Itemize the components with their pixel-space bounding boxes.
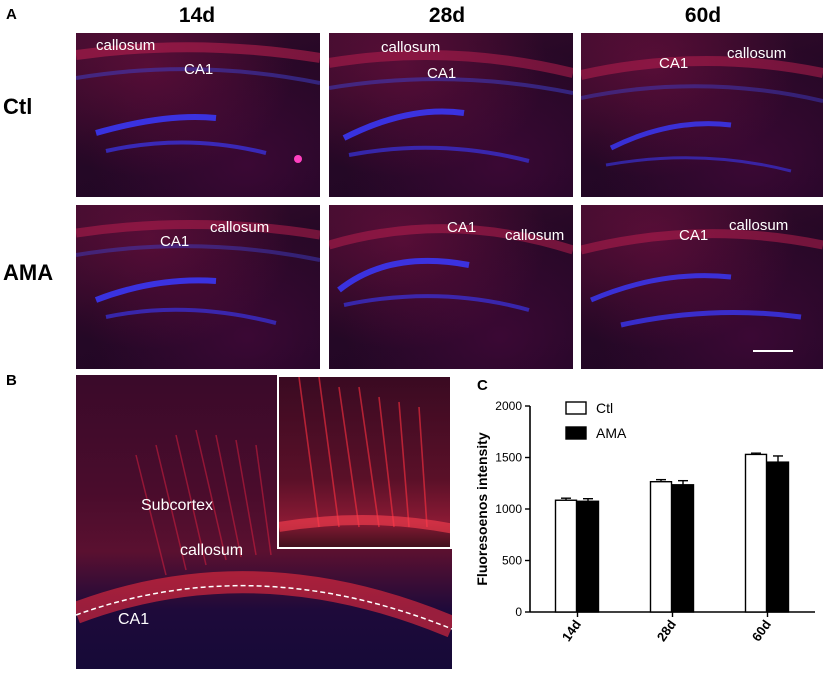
- micrograph-label: callosum: [727, 45, 787, 62]
- panel-letter-b: B: [6, 372, 17, 389]
- column-header-14d: 14d: [178, 4, 216, 27]
- legend-label-ctl: Ctl: [596, 400, 613, 416]
- bar-ctl-28d: [649, 481, 673, 613]
- micrograph-label: CA1: [160, 233, 190, 250]
- y-tick-label: 1500: [495, 451, 522, 465]
- panel-letter-c: C: [477, 377, 488, 394]
- micrograph-ama-14d: CA1 callosum: [76, 205, 320, 369]
- row-header-ctl: Ctl: [3, 94, 33, 119]
- bar-ama-14d: [576, 500, 600, 613]
- label-callosum: callosum: [180, 542, 244, 559]
- scale-bar: [753, 350, 793, 352]
- micrograph-label: CA1: [679, 227, 709, 244]
- micrograph-label: CA1: [427, 65, 457, 82]
- micrograph-label: callosum: [96, 37, 156, 54]
- row-header-ama: AMA: [3, 260, 54, 285]
- inset-magnified: [277, 375, 452, 549]
- bar-chart: 0 500 1000 1500 2000 Fluoresoenos intensity 14…: [474, 399, 815, 644]
- bar-ama-60d: [766, 461, 790, 613]
- micrograph-label: CA1: [184, 61, 214, 78]
- micrograph-label: CA1: [659, 55, 689, 72]
- legend-label-ama: AMA: [596, 425, 627, 441]
- legend-swatch-ama: [565, 426, 587, 440]
- micrograph-ctl-60d: CA1 callosum: [581, 33, 823, 197]
- micrograph-ama-28d: CA1 callosum: [329, 205, 573, 369]
- bar-ctl-14d: [554, 499, 578, 613]
- y-axis-label: Fluoresoenos intensity: [474, 432, 490, 585]
- x-tick-label: 14d: [559, 617, 584, 644]
- y-tick-label: 0: [515, 605, 522, 619]
- column-header-28d: 28d: [428, 4, 466, 27]
- micrograph-ctl-28d: callosum CA1: [329, 33, 573, 197]
- label-ca1: CA1: [118, 611, 150, 628]
- label-subcortex: Subcortex: [141, 497, 214, 514]
- x-tick-label: 28d: [654, 617, 679, 644]
- column-header-60d: 60d: [684, 4, 722, 27]
- micrograph-label: callosum: [729, 217, 789, 234]
- x-tick-label: 60d: [749, 617, 774, 644]
- bar-ctl-60d: [744, 453, 768, 613]
- micrograph-ctl-14d: callosum CA1: [76, 33, 320, 197]
- panel-letter-a: A: [6, 6, 17, 23]
- micrograph-ama-60d: CA1 callosum: [581, 205, 823, 369]
- bar-ama-28d: [671, 484, 695, 613]
- micrograph-label: CA1: [447, 219, 477, 236]
- micrograph-panel-b: Subcortex callosum CA1: [76, 375, 452, 669]
- y-tick-label: 500: [502, 554, 522, 568]
- y-tick-label: 2000: [495, 399, 522, 413]
- y-tick-label: 1000: [495, 502, 522, 516]
- legend-swatch-ctl: [565, 401, 587, 415]
- micrograph-label: callosum: [381, 39, 441, 56]
- micrograph-label: callosum: [210, 219, 270, 236]
- micrograph-label: callosum: [505, 227, 565, 244]
